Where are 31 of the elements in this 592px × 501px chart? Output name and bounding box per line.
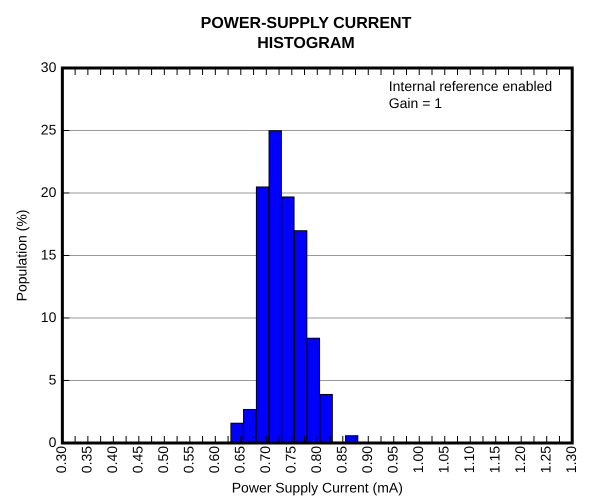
x-tick-label: 0.65: [232, 446, 248, 474]
x-tick-label: 0.70: [257, 446, 274, 474]
annotation: Internal reference enabled: [388, 78, 552, 94]
x-tick-label: 0.90: [359, 446, 376, 474]
x-tick-label: 0.75: [282, 446, 299, 474]
x-tick-label: 0.55: [180, 446, 197, 474]
y-tick-label: 30: [40, 58, 57, 75]
x-tick-label: 1.30: [563, 446, 580, 474]
y-tick-label: 25: [40, 121, 57, 138]
x-tick-label: 0.95: [384, 446, 401, 474]
x-tick-label: 0.50: [155, 446, 172, 474]
x-tick-label: 0.45: [130, 446, 146, 474]
y-tick-label: 10: [40, 308, 57, 325]
chart-title: POWER-SUPPLY CURRENT HISTOGRAM: [200, 14, 412, 54]
x-tick-label: 1.15: [486, 446, 503, 474]
y-tick-label: 15: [40, 246, 57, 262]
x-tick-label: 0.60: [206, 446, 222, 474]
x-tick-label: 0.85: [334, 446, 350, 474]
x-tick-label: 0.40: [104, 446, 120, 474]
x-tick-label: 1.10: [461, 446, 478, 474]
x-tick-label: 0.80: [308, 446, 324, 474]
x-axis-title: Power Supply Current (mA): [232, 479, 403, 496]
annotation: Gain = 1: [388, 94, 442, 111]
y-axis-title: Population (%): [13, 210, 30, 302]
x-tick-label: 0.35: [78, 446, 95, 474]
x-tick-label: 1.00: [410, 446, 426, 474]
y-tick-label: 5: [48, 371, 57, 388]
y-tick-label: 20: [40, 184, 57, 200]
x-tick-label: 1.20: [512, 446, 528, 474]
x-tick-label: 1.05: [436, 446, 452, 474]
x-tick-label: 1.25: [538, 446, 554, 474]
